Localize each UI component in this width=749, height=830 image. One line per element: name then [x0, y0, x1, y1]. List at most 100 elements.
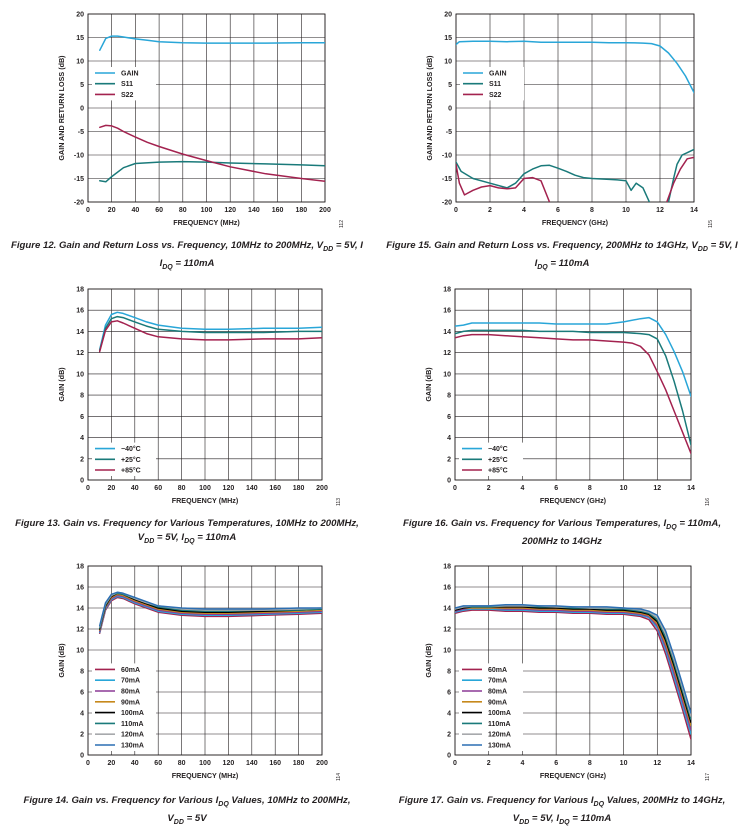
y-tick-label: 12: [443, 627, 451, 634]
legend-label: 60mA: [121, 667, 140, 674]
legend-label: GAIN: [121, 71, 139, 78]
figure-14-caption: Figure 14. Gain vs. Frequency for Variou…: [0, 794, 374, 830]
x-tick-label: 140: [246, 760, 258, 767]
legend-label: 80mA: [488, 689, 507, 696]
legend-label: 100mA: [121, 710, 144, 717]
caption-text: = 110mA: [194, 532, 237, 543]
legend: 60mA 70mA 80mA 90mA 100mA 110mA 120mA 130mA: [459, 663, 523, 751]
x-axis-label: FREQUENCY (GHz): [542, 218, 609, 227]
legend-label: −40°C: [488, 445, 508, 453]
caption-text: = 5V, I: [529, 812, 560, 824]
x-tick-label: 80: [178, 485, 186, 492]
caption-text: Figure 13. Gain vs. Frequency for Variou…: [15, 518, 359, 529]
figure-16-chart: 0 2 4 6 8 10 12 14 0 2 4 6 8 10 12 14 16 18 FREQUENCY (GHz…: [424, 287, 711, 506]
y-tick-label: 10: [76, 648, 84, 655]
x-tick-label: 14: [687, 760, 695, 767]
x-tick-label: 0: [86, 760, 90, 767]
caption-text: = 110mA: [569, 812, 612, 824]
legend-label: S11: [489, 81, 501, 88]
x-tick-label: 100: [199, 760, 211, 767]
plot-frame: [87, 288, 323, 481]
y-tick-label: 18: [443, 564, 451, 571]
y-tick-label: 8: [447, 669, 451, 676]
y-tick-label: 8: [80, 393, 84, 400]
y-tick-label: -5: [78, 129, 84, 136]
caption-subscript: DD: [144, 537, 155, 545]
caption-text: I: [534, 257, 538, 269]
series-line: [98, 311, 322, 351]
x-tick-label: 12: [653, 485, 661, 492]
y-tick-label: 10: [443, 371, 451, 378]
y-tick-label: 0: [447, 478, 451, 485]
series-group: [98, 591, 322, 634]
series-line: [99, 124, 325, 183]
x-tick-label: 0: [453, 760, 457, 767]
caption-subscript: DQ: [559, 818, 570, 826]
legend-label: S22: [121, 92, 134, 99]
x-tick-label: 40: [131, 760, 139, 767]
legend: GAIN S11 S22: [92, 67, 156, 101]
y-tick-label: 12: [76, 350, 84, 357]
x-tick-label: 40: [131, 485, 139, 492]
caption-subscript: DD: [519, 818, 530, 826]
figure-15-chart: 0 2 4 6 8 10 12 14 -20 -15 -10 -5 0 5 10 15 20 FREQUENCY …: [425, 12, 714, 228]
x-tick-label: 12: [653, 760, 661, 767]
series-line: [455, 608, 691, 735]
y-tick-label: 16: [76, 585, 84, 592]
legend-label: +85°C: [488, 467, 508, 475]
y-tick-label: 4: [447, 435, 451, 442]
y-tick-label: 6: [80, 414, 84, 421]
series-line: [455, 329, 691, 446]
caption-text: = 110mA: [172, 257, 215, 269]
x-tick-label: 8: [590, 207, 594, 214]
figure-number: 113: [336, 498, 342, 506]
y-tick-label: 0: [80, 478, 84, 485]
series-line: [455, 609, 691, 741]
caption-subscript: DD: [173, 818, 184, 826]
caption-text: I: [159, 257, 163, 269]
caption-text: Figure 17. Gain vs. Frequency for Variou…: [398, 795, 594, 806]
series-line: [456, 148, 694, 202]
caption-text: = 110mA: [547, 257, 590, 269]
x-tick-label: 120: [223, 760, 235, 767]
figure-number: 115: [708, 220, 714, 228]
x-tick-label: 200: [316, 760, 328, 767]
x-tick-label: 10: [620, 485, 628, 492]
figure-17-panel: 0 2 4 6 8 10 12 14 0 2 4 6 8 10 12 14 16 18 FREQUENCY (GHz…: [375, 557, 749, 829]
caption-text: V: [137, 532, 145, 543]
y-axis-label: GAIN (dB): [424, 367, 433, 402]
legend: GAIN S11 S22: [460, 67, 524, 101]
y-tick-label: -20: [74, 200, 84, 207]
legend-label: 70mA: [488, 678, 507, 685]
legend-label: S11: [121, 81, 133, 88]
y-tick-label: 0: [448, 106, 452, 113]
x-tick-label: 80: [178, 760, 186, 767]
y-tick-label: 12: [76, 627, 84, 634]
y-tick-label: 14: [76, 606, 84, 613]
plot-frame: [87, 13, 326, 203]
figure-13-caption: Figure 13. Gain vs. Frequency for Variou…: [0, 517, 374, 549]
legend-label: 100mA: [488, 710, 511, 717]
series-line: [99, 35, 325, 51]
y-tick-label: 6: [447, 690, 451, 697]
y-tick-label: 18: [76, 564, 84, 571]
caption-subscript: DQ: [666, 523, 677, 531]
figure-14-chart: 0 20 40 60 80 100 120 140 160 180 200 0 2 4 6 8 10 12 14 16…: [57, 564, 342, 781]
y-tick-label: 16: [76, 308, 84, 315]
y-tick-label: 12: [443, 350, 451, 357]
caption-text: Figure 15. Gain and Return Loss vs. Freq…: [386, 240, 698, 251]
x-tick-label: 6: [556, 207, 560, 214]
x-tick-label: 60: [154, 760, 162, 767]
legend-background: [459, 663, 523, 751]
y-tick-label: 0: [447, 753, 451, 760]
y-tick-label: 2: [447, 456, 451, 463]
y-axis-label: GAIN (dB): [424, 643, 433, 678]
caption-text: 200MHz to 14GHz: [522, 535, 602, 547]
y-tick-label: 10: [444, 59, 452, 66]
legend-label: 90mA: [488, 699, 507, 706]
caption-text: = 5V, I: [333, 240, 363, 251]
caption-text: V: [512, 812, 520, 824]
y-tick-label: -10: [74, 153, 84, 160]
legend-label: −40°C: [121, 445, 141, 453]
y-tick-label: 2: [447, 732, 451, 739]
